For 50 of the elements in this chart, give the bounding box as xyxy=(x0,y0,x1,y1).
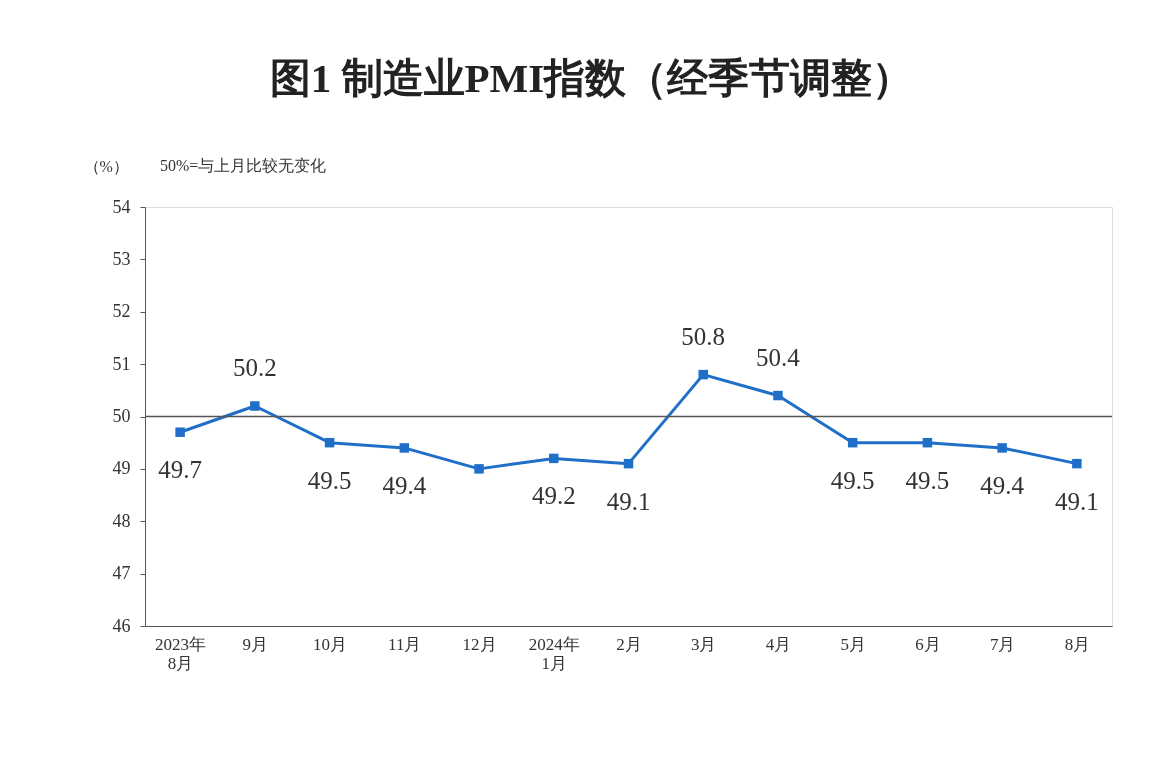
point xyxy=(698,369,708,380)
data-label: 49.1 xyxy=(606,487,651,515)
x-tick-label: 9月 xyxy=(242,634,269,654)
text: 50%=与上月比较无变化 xyxy=(160,157,327,174)
x-tick-label: 4月 xyxy=(765,634,792,654)
point xyxy=(1072,458,1082,469)
x-tick-label: 2023年 8月 xyxy=(155,634,207,673)
chart-title: 图1 制造业PMI指数（经季节调整） xyxy=(269,55,914,101)
point xyxy=(324,437,335,448)
x-tick-label: 11月 xyxy=(388,634,422,654)
x-tick-label: 10月 xyxy=(313,634,348,654)
x-tick-label: 5月 xyxy=(840,634,866,654)
y-axis-title: （%） xyxy=(83,157,129,175)
data-label: 50.4 xyxy=(756,343,801,371)
point xyxy=(623,458,634,469)
point xyxy=(399,443,410,453)
y-tick-label: 52 xyxy=(112,301,131,322)
x-tick-label: 7月 xyxy=(989,634,1016,654)
x-tick-label: 2024年 1月 xyxy=(528,634,580,673)
data-label: 49.4 xyxy=(382,471,427,499)
point xyxy=(250,401,260,411)
point xyxy=(175,427,185,437)
x-tick-label: 8月 xyxy=(1064,634,1091,654)
y-tick-label: 46 xyxy=(112,615,131,636)
point xyxy=(922,437,933,448)
data-label: 49.5 xyxy=(830,466,875,494)
x-tick-label: 3月 xyxy=(690,634,717,654)
data-label: 49.1 xyxy=(1055,487,1099,515)
y-tick-label: 51 xyxy=(112,353,131,374)
data-label: 49.5 xyxy=(307,466,352,494)
data-label: 50.2 xyxy=(232,354,277,382)
y-tick-label: 49 xyxy=(112,458,131,479)
data-label: 50.8 xyxy=(681,322,726,350)
point xyxy=(773,390,783,401)
y-tick-label: 48 xyxy=(112,510,131,531)
point xyxy=(549,453,559,464)
x-tick-label: 12月 xyxy=(462,634,497,654)
y-tick-label: 50 xyxy=(112,406,131,426)
point xyxy=(997,443,1007,453)
y-tick-label: 47 xyxy=(112,563,131,584)
point xyxy=(474,464,484,474)
point xyxy=(847,437,858,448)
x-tick-label: 2月 xyxy=(616,634,642,654)
x-tick-label: 6月 xyxy=(915,634,941,654)
y-tick-label: 53 xyxy=(112,248,131,269)
data-label: 49.5 xyxy=(905,466,950,494)
data-label: 49.2 xyxy=(531,482,576,510)
y-tick-label: 54 xyxy=(112,196,131,217)
data-label: 49.4 xyxy=(980,471,1025,499)
data-label: 49.7 xyxy=(158,456,202,484)
